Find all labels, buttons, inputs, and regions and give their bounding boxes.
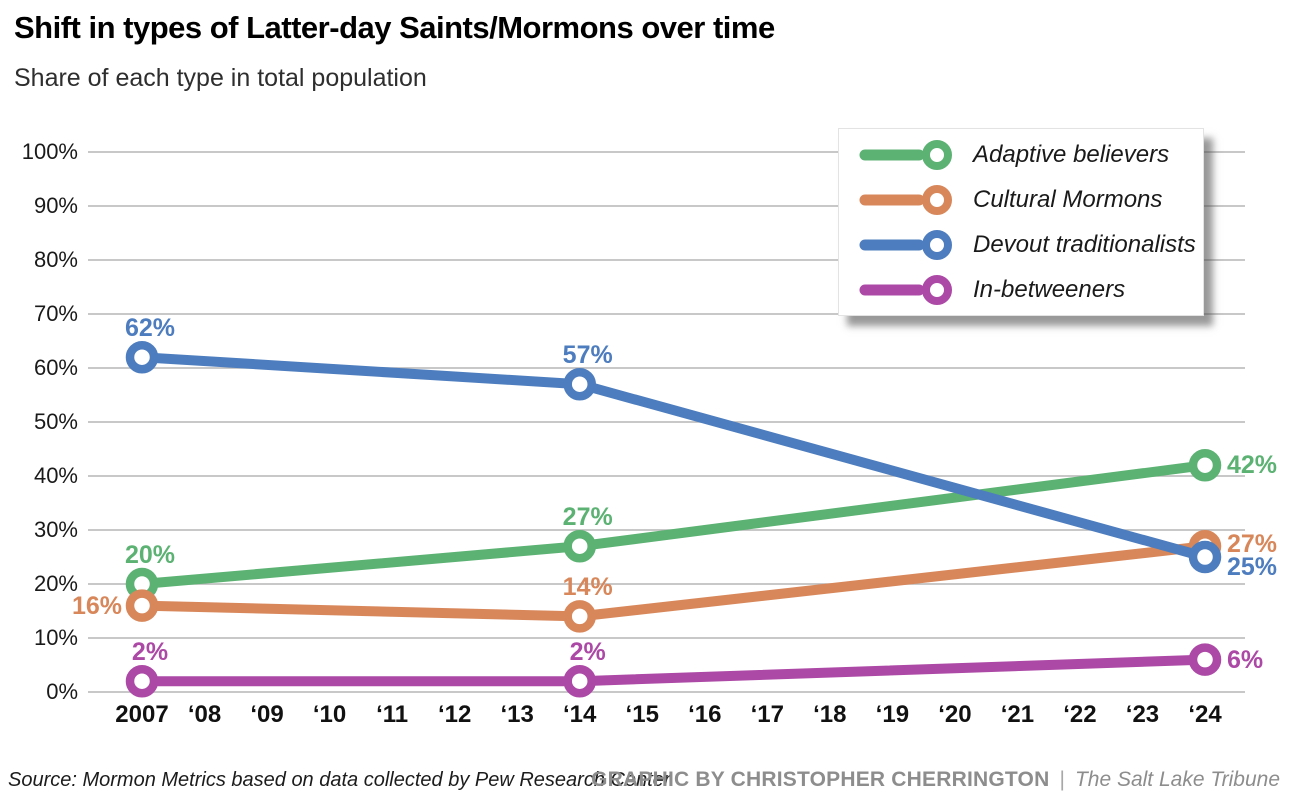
y-axis-label: 30% <box>33 517 78 542</box>
x-axis-label: ‘22 <box>1063 701 1097 728</box>
credit-separator: | <box>1059 768 1065 791</box>
y-axis-label: 70% <box>33 301 78 326</box>
y-axis-label: 80% <box>33 247 78 272</box>
x-axis-label: ‘16 <box>688 701 722 728</box>
value-label: 16% <box>71 591 122 620</box>
x-axis-label: ‘18 <box>813 701 847 728</box>
y-axis-label: 50% <box>33 409 78 434</box>
value-label: 57% <box>562 341 613 370</box>
series-adaptive-believers <box>125 448 1222 601</box>
value-label: 2% <box>569 638 606 667</box>
legend-line-marker-icon <box>859 184 952 215</box>
x-axis-label: ‘14 <box>563 701 597 728</box>
series-cultural-mormons <box>125 529 1222 633</box>
data-point-marker-icon <box>125 664 159 698</box>
x-axis-label: ‘13 <box>500 701 534 728</box>
series-line <box>137 541 1211 622</box>
value-label: 25% <box>1227 553 1278 581</box>
legend-label: Cultural Mormons <box>973 185 1163 213</box>
publication-name: The Salt Lake Tribune <box>1074 768 1280 791</box>
series-line <box>137 352 1211 562</box>
series-line <box>137 654 1211 687</box>
data-point-marker-icon <box>563 664 596 698</box>
credit-line: GRAPHIC BY CHRISTOPHER CHERRINGTON | The… <box>591 766 1280 794</box>
x-axis-label: ‘12 <box>437 701 472 728</box>
data-point-marker-icon <box>563 367 596 401</box>
x-axis-label: ‘09 <box>250 701 284 728</box>
data-point-marker-icon <box>1188 643 1222 676</box>
data-point-marker-icon <box>563 529 596 563</box>
page-title: Shift in types of Latter-day Saints/Morm… <box>14 10 775 45</box>
y-axis-label: 40% <box>33 463 78 488</box>
x-axis-label: ‘24 <box>1188 701 1222 728</box>
value-label: 2% <box>131 638 169 667</box>
y-axis-label: 90% <box>33 193 78 218</box>
legend-label: Devout traditionalists <box>973 230 1196 258</box>
data-point-marker-icon <box>125 340 159 374</box>
legend-line-marker-icon <box>859 229 952 260</box>
value-label: 62% <box>124 314 176 343</box>
y-axis-label: 10% <box>33 625 78 650</box>
x-axis-label: ‘23 <box>1125 701 1160 728</box>
value-label: 20% <box>124 541 176 569</box>
x-axis-label: ‘08 <box>187 701 222 728</box>
x-axis-label: ‘21 <box>1000 701 1035 728</box>
value-label: 14% <box>562 573 613 602</box>
series-devout-traditionalists <box>125 340 1222 574</box>
x-axis-label: ‘17 <box>750 701 784 728</box>
legend-label: Adaptive believers <box>973 140 1170 168</box>
data-point-marker-icon <box>563 600 596 633</box>
legend-item: Adaptive believers <box>839 132 1203 177</box>
legend-label: In-betweeners <box>973 275 1126 303</box>
footer: Source: Mormon Metrics based on data col… <box>0 766 1290 796</box>
value-label: 42% <box>1227 451 1278 480</box>
x-axis-label: 2007 <box>115 701 169 728</box>
x-axis-label: ‘15 <box>625 701 659 728</box>
legend-line-marker-icon <box>859 274 952 305</box>
legend-item: Cultural Mormons <box>839 177 1203 222</box>
legend-item: In-betweeners <box>839 267 1203 312</box>
y-axis-label: 20% <box>33 571 78 596</box>
y-axis-label: 60% <box>33 355 78 380</box>
x-axis-label: ‘20 <box>938 701 972 728</box>
value-label: 27% <box>562 503 613 532</box>
legend: Adaptive believers Cultural Mormons Devout… <box>838 128 1204 316</box>
legend-item: Devout traditionalists <box>839 222 1203 267</box>
y-axis-label: 0% <box>46 679 78 704</box>
x-axis-label: ‘10 <box>312 701 347 728</box>
value-label: 6% <box>1227 645 1264 674</box>
source-note: Source: Mormon Metrics based on data col… <box>8 769 671 791</box>
y-axis-label: 100% <box>21 139 78 164</box>
graphic-credit: GRAPHIC BY CHRISTOPHER CHERRINGTON <box>591 768 1050 791</box>
x-axis-label: ‘19 <box>875 701 910 728</box>
legend-line-marker-icon <box>859 139 952 170</box>
page-subtitle: Share of each type in total population <box>14 64 427 92</box>
value-label: 27% <box>1227 530 1278 559</box>
x-axis-label: ‘11 <box>376 701 409 728</box>
data-point-marker-icon <box>1188 540 1222 574</box>
series-in-betweeners <box>125 643 1222 698</box>
data-point-marker-icon <box>125 589 159 622</box>
data-point-marker-icon <box>1188 448 1222 482</box>
